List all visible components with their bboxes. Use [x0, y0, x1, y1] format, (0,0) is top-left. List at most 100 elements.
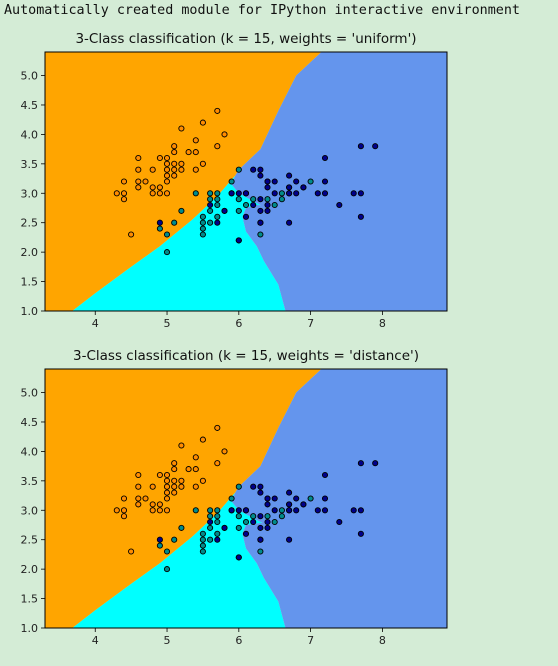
data-point-class-1 — [207, 196, 214, 203]
data-point-class-1 — [214, 196, 221, 203]
data-point-class-0 — [171, 143, 178, 150]
y-tick-label: 1.0 — [21, 622, 39, 635]
data-point-class-1 — [199, 536, 206, 543]
data-point-class-0 — [192, 466, 199, 473]
data-point-class-0 — [171, 477, 178, 484]
data-point-class-1 — [257, 548, 264, 555]
data-point-class-2 — [235, 237, 242, 244]
data-point-class-1 — [278, 513, 285, 520]
data-point-class-0 — [171, 160, 178, 167]
data-point-class-0 — [149, 184, 156, 191]
data-point-class-2 — [250, 518, 257, 526]
data-point-class-1 — [242, 201, 250, 209]
data-point-class-2 — [257, 166, 264, 173]
data-point-class-2 — [257, 219, 264, 226]
x-tick-label: 7 — [307, 317, 314, 330]
data-point-class-0 — [192, 137, 199, 144]
data-point-class-1 — [207, 219, 214, 226]
data-point-class-0 — [163, 483, 171, 490]
y-tick-label: 5.0 — [21, 387, 39, 400]
data-point-class-0 — [149, 501, 156, 508]
data-point-class-0 — [135, 178, 142, 185]
data-point-class-0 — [214, 107, 221, 114]
data-point-class-0 — [221, 448, 228, 455]
data-point-class-1 — [163, 548, 171, 555]
y-tick-label: 3.5 — [21, 475, 39, 488]
y-tick-label: 4.5 — [21, 99, 39, 112]
chart-title: 3-Class classification (k = 15, weights … — [75, 31, 416, 47]
data-point-class-0 — [163, 477, 171, 484]
data-point-class-1 — [278, 196, 285, 203]
data-point-class-2 — [242, 190, 250, 197]
data-point-class-1 — [235, 524, 242, 531]
data-point-class-0 — [120, 178, 128, 185]
data-point-class-1 — [271, 201, 278, 209]
data-point-class-0 — [163, 495, 171, 502]
y-tick-label: 2.0 — [21, 246, 39, 259]
x-tick-label: 6 — [235, 634, 242, 647]
data-point-class-2 — [357, 530, 364, 537]
y-tick-label: 2.5 — [21, 534, 39, 547]
data-point-class-0 — [142, 178, 149, 185]
data-point-class-0 — [163, 190, 171, 197]
region-class-2 — [231, 52, 447, 311]
data-point-class-2 — [357, 190, 364, 197]
data-point-class-2 — [214, 219, 221, 226]
data-point-class-2 — [257, 513, 264, 520]
data-point-class-0 — [113, 507, 120, 514]
data-point-class-1 — [178, 207, 185, 214]
data-point-class-0 — [128, 548, 135, 555]
x-tick-label: 7 — [307, 634, 314, 647]
y-tick-label: 4.0 — [21, 128, 39, 141]
data-point-class-0 — [171, 483, 178, 490]
data-point-class-0 — [156, 190, 163, 197]
data-point-class-2 — [293, 178, 300, 185]
data-point-class-1 — [250, 513, 257, 520]
data-point-class-2 — [264, 495, 271, 502]
data-point-class-2 — [372, 143, 379, 150]
data-point-class-2 — [357, 213, 364, 220]
x-tick-label: 4 — [92, 317, 99, 330]
data-point-class-0 — [178, 160, 185, 167]
data-point-class-0 — [135, 184, 142, 191]
knn-distance-chart: 3-Class classification (k = 15, weights … — [21, 348, 448, 647]
data-point-class-1 — [214, 530, 221, 537]
x-tick-label: 4 — [92, 634, 99, 647]
data-point-class-1 — [192, 507, 199, 514]
data-point-class-2 — [257, 524, 264, 531]
data-point-class-0 — [221, 131, 228, 138]
data-point-class-0 — [120, 190, 128, 197]
data-point-class-2 — [286, 172, 293, 179]
y-tick-label: 4.0 — [21, 445, 39, 458]
data-point-class-2 — [264, 178, 271, 185]
data-point-class-0 — [156, 501, 163, 508]
data-point-class-0 — [135, 471, 142, 479]
data-point-class-2 — [242, 507, 250, 514]
data-point-class-2 — [264, 524, 271, 531]
data-point-class-2 — [257, 536, 264, 543]
data-point-class-2 — [250, 483, 257, 490]
y-tick-label: 3.0 — [21, 504, 39, 517]
plot-frame — [44, 51, 448, 312]
data-point-class-1 — [199, 542, 206, 549]
data-point-class-2 — [271, 507, 278, 514]
data-point-class-0 — [142, 495, 149, 502]
data-point-class-1 — [207, 507, 214, 514]
data-point-class-1 — [257, 231, 264, 238]
data-point-class-2 — [350, 507, 357, 514]
data-point-class-0 — [156, 154, 163, 162]
data-point-class-0 — [113, 190, 120, 197]
data-point-class-1 — [214, 507, 221, 514]
data-point-class-1 — [242, 518, 250, 526]
chart-title: 3-Class classification (k = 15, weights … — [73, 348, 419, 364]
data-point-class-2 — [271, 190, 278, 197]
x-tick-label: 8 — [379, 317, 386, 330]
data-point-class-2 — [286, 536, 293, 543]
data-point-class-2 — [286, 219, 293, 226]
data-point-class-2 — [350, 190, 357, 197]
data-point-class-1 — [307, 178, 314, 185]
region-class-0 — [45, 52, 322, 311]
data-point-class-0 — [178, 125, 185, 132]
data-point-class-1 — [264, 513, 271, 520]
data-point-class-2 — [321, 471, 329, 479]
